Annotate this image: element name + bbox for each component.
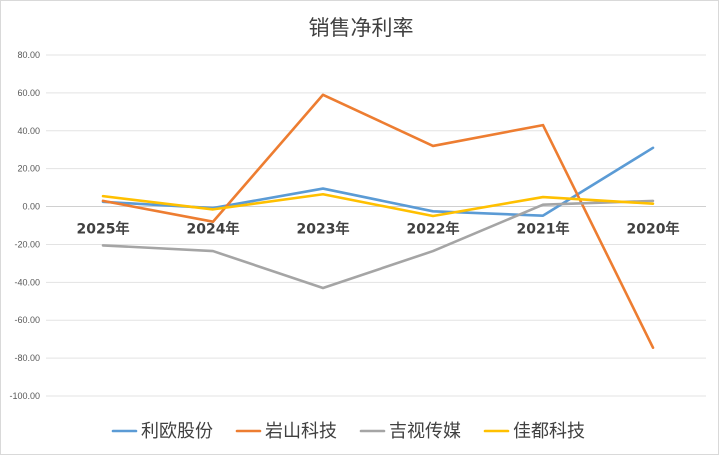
series-line-2 — [101, 199, 655, 290]
legend-label: 岩山科技 — [265, 421, 337, 442]
y-tick-label: -60.00 — [14, 315, 40, 325]
y-axis-tick-labels: 80.00 60.00 40.00 20.00 0.00 -20.00 -40.00 -60.… — [9, 50, 40, 401]
y-tick-label: 20.00 — [17, 164, 40, 174]
legend-item: 岩山科技 — [235, 421, 337, 442]
y-tick-label: 80.00 — [17, 50, 40, 60]
y-tick-label: 40.00 — [17, 126, 40, 136]
legend-item: 佳都科技 — [483, 421, 585, 442]
y-tick-label: -40.00 — [14, 277, 40, 287]
legend-item: 吉视传媒 — [359, 421, 461, 442]
legend-label: 佳都科技 — [513, 421, 585, 442]
x-axis-tick-labels: 2025年 2024年 2023年 2022年 2021年 2020年 — [77, 221, 680, 238]
legend-label: 利欧股份 — [141, 421, 213, 442]
legend-item: 利欧股份 — [111, 421, 213, 442]
series-line-1 — [101, 93, 655, 349]
x-tick-label: 2022年 — [407, 221, 460, 238]
chart-title: 销售净利率 — [309, 16, 414, 40]
y-tick-label: 0.00 — [22, 202, 40, 212]
x-tick-label: 2025年 — [77, 221, 130, 238]
y-tick-label: -100.00 — [9, 391, 40, 401]
x-tick-label: 2024年 — [187, 221, 240, 238]
gridlines — [46, 54, 706, 397]
series-lines — [101, 93, 655, 349]
x-tick-label: 2023年 — [297, 221, 350, 238]
x-tick-label: 2020年 — [627, 221, 680, 238]
legend-label: 吉视传媒 — [389, 421, 461, 442]
y-tick-label: 60.00 — [17, 88, 40, 98]
y-tick-label: -80.00 — [14, 353, 40, 363]
x-tick-label: 2021年 — [517, 221, 570, 238]
y-tick-label: -20.00 — [14, 239, 40, 249]
legend: 利欧股份 岩山科技 吉视传媒 佳都科技 — [111, 421, 585, 442]
series-line-3 — [101, 192, 655, 218]
